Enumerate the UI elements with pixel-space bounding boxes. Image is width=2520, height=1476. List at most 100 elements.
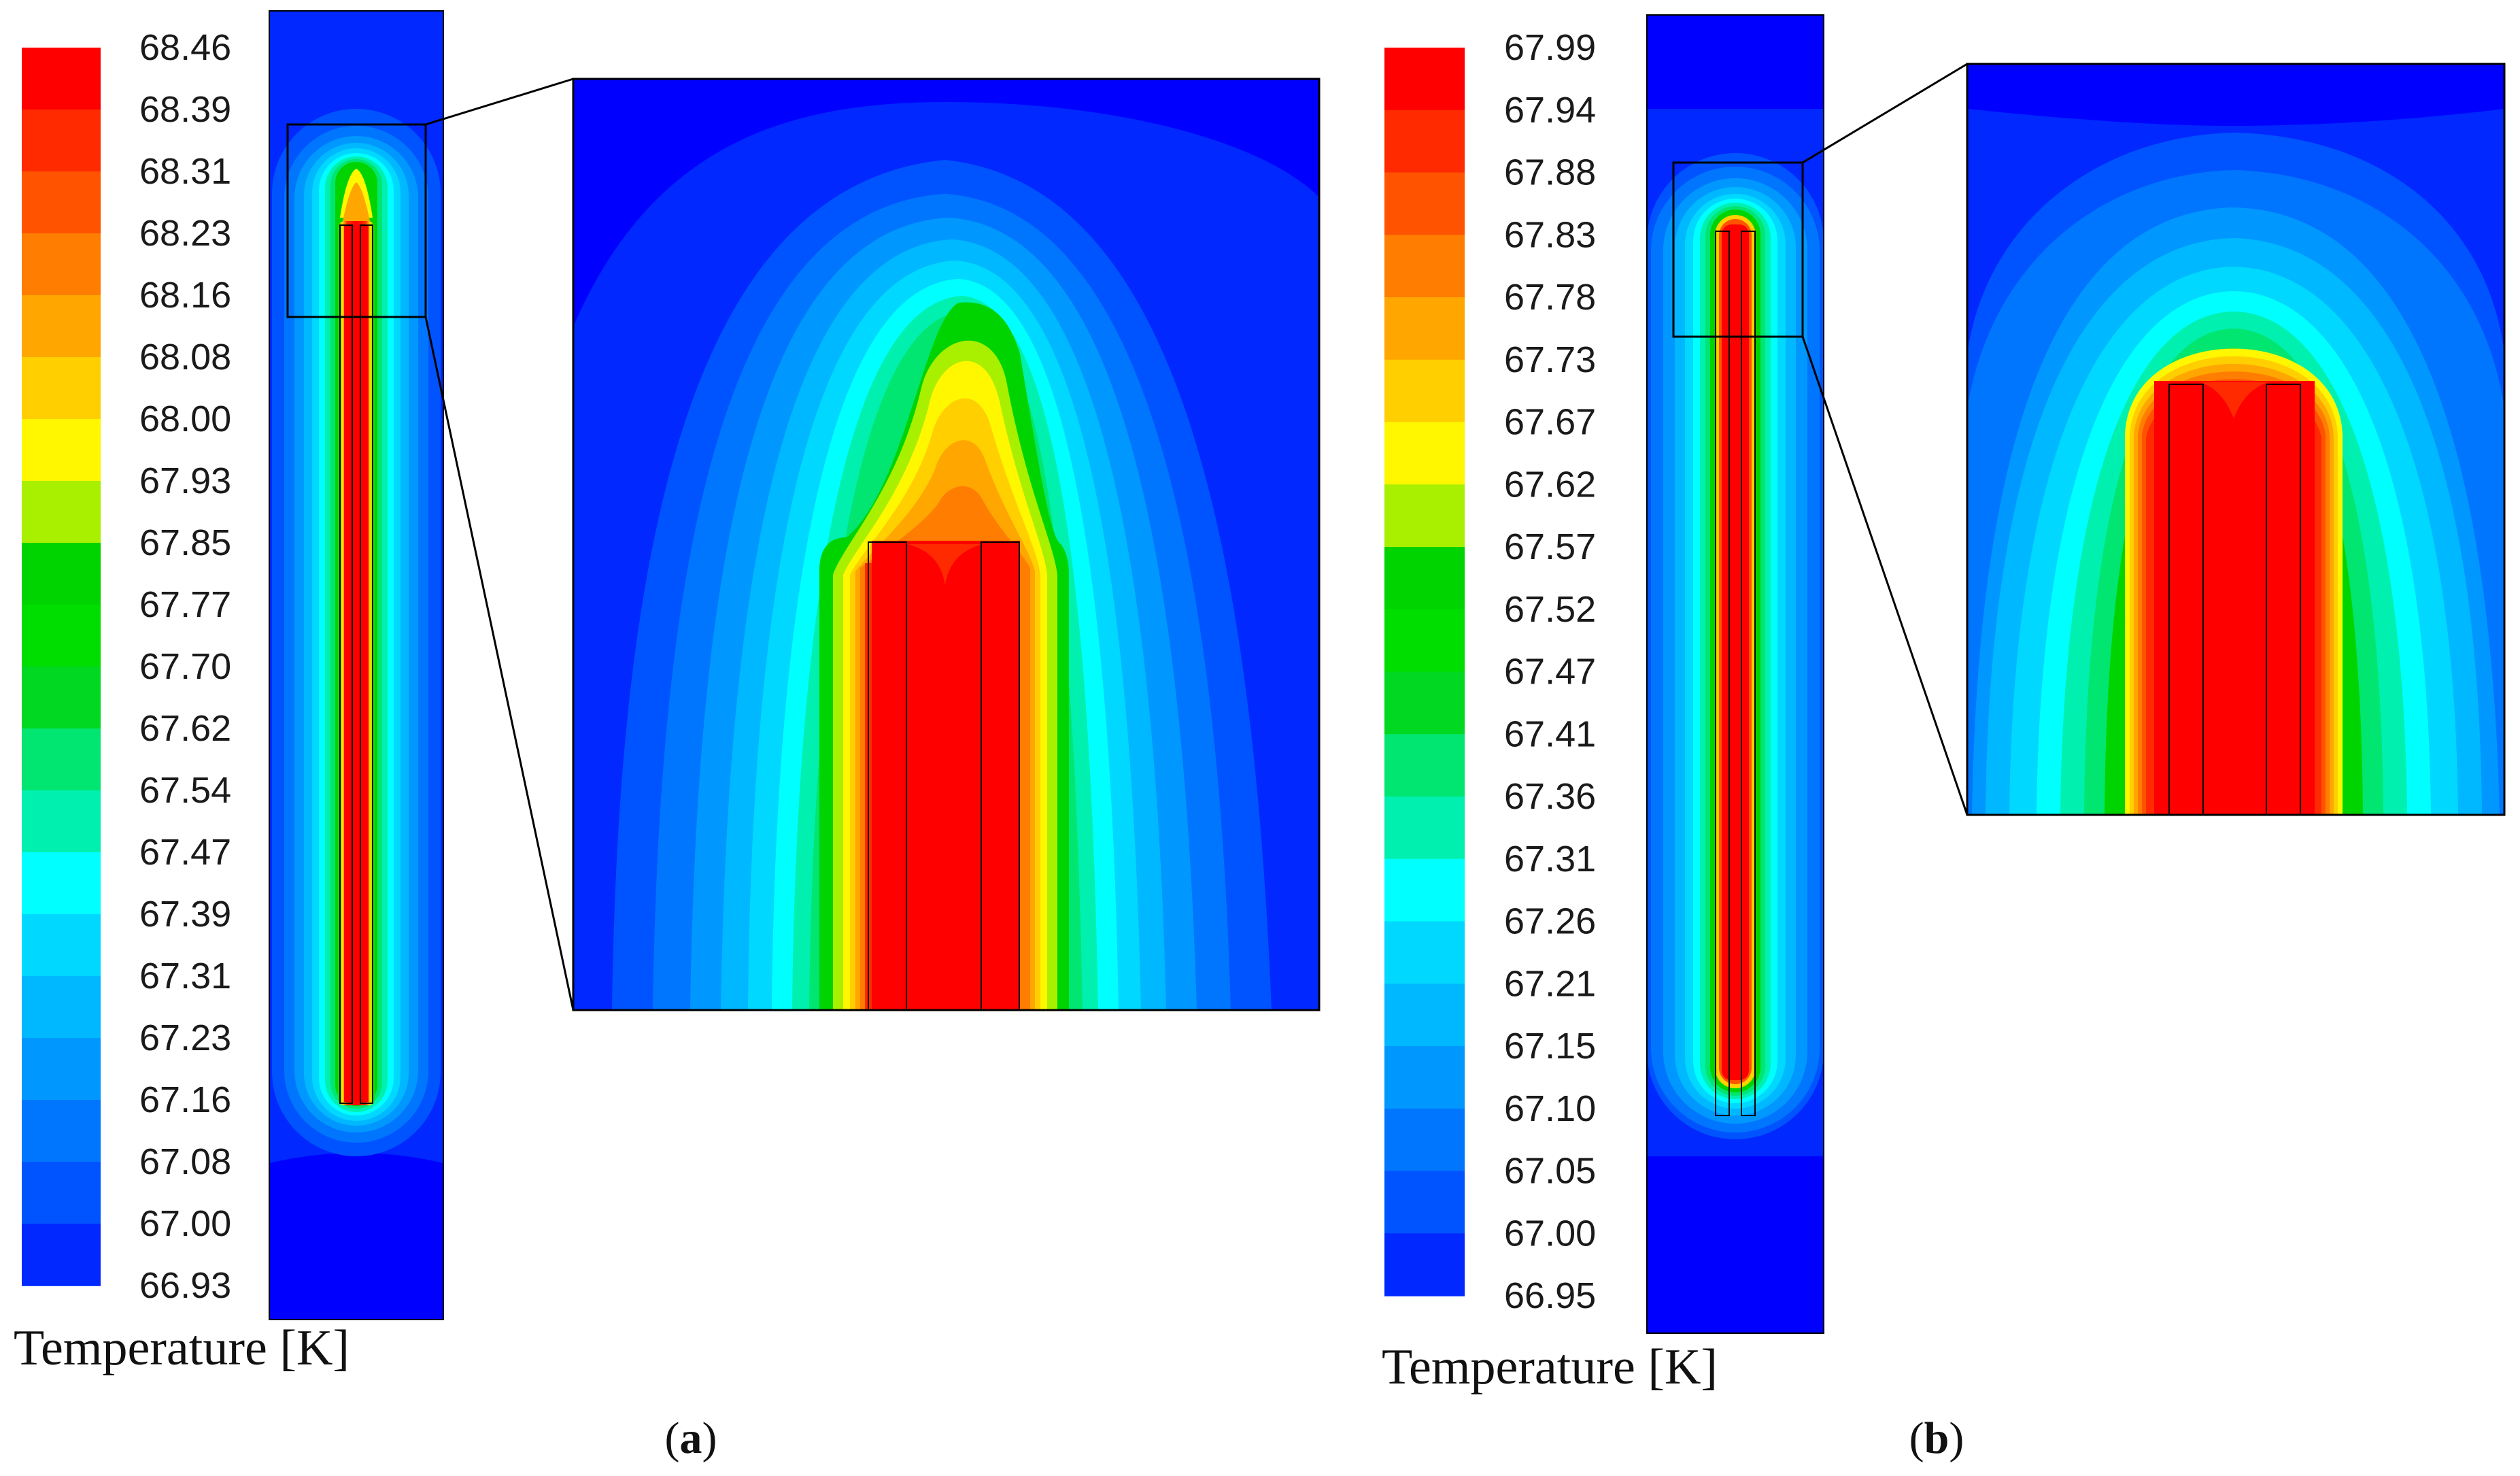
colorbar-tick-label: 67.52 (1504, 589, 1596, 630)
panel-letter-b: b (1924, 1413, 1949, 1463)
colorbar-swatch (22, 1224, 101, 1286)
colorbar-swatch (22, 419, 101, 482)
zoom-box-b (1672, 161, 1804, 338)
colorbar-tick-label: 68.08 (139, 337, 231, 378)
colorbar-tick-label: 67.26 (1504, 901, 1596, 942)
colorbar-swatch (22, 171, 101, 234)
colorbar-swatch (1384, 484, 1465, 548)
colorbar-swatch (1384, 921, 1465, 985)
colorbar-tick-label: 67.94 (1504, 90, 1596, 131)
contour-plot-a (269, 11, 443, 1320)
colorbar-swatch (22, 605, 101, 667)
colorbar-swatch (22, 357, 101, 420)
panel-b: 67.99 67.94 67.88 67.83 67.78 67.73 67.67 67.62… (1382, 14, 2506, 1463)
colorbar-tick-label: 67.62 (139, 708, 231, 749)
colorbar-tick-label: 67.08 (139, 1141, 231, 1182)
colorbar-tick-label: 67.99 (1504, 27, 1596, 68)
colorbar-swatch (22, 1162, 101, 1224)
colorbar-tick-label: 67.85 (139, 522, 231, 563)
colorbar-title-b: Temperature [K] (1382, 1339, 1718, 1395)
colorbar-swatch (1384, 796, 1465, 860)
colorbar-tick-label: 68.31 (139, 151, 231, 192)
colorbar-swatch (1384, 359, 1465, 423)
zoom-box-a (286, 123, 427, 318)
panel-a: 68.46 68.39 68.31 68.23 68.16 68.08 68.00 67.93… (14, 10, 1321, 1463)
colorbar-swatch (22, 790, 101, 853)
colorbar-swatch (1384, 172, 1465, 236)
colorbar-swatch (1384, 1108, 1465, 1172)
colorbar-swatch (22, 852, 101, 915)
colorbar-swatch (1384, 858, 1465, 922)
colorbar-swatch (1384, 609, 1465, 673)
leader-line-b-bottom (1801, 336, 1969, 816)
leader-line-b-top (1802, 63, 1968, 164)
colorbar-tick-label: 67.41 (1504, 714, 1596, 754)
colorbar-swatch (22, 110, 101, 172)
colorbar-swatch (1384, 1171, 1465, 1235)
colorbar-swatch (22, 1038, 101, 1101)
colorbar-tick-label: 67.73 (1504, 339, 1596, 380)
colorbar-tick-label: 67.10 (1504, 1088, 1596, 1129)
colorbar-swatch (1384, 1046, 1465, 1109)
colorbar-swatch (1384, 422, 1465, 486)
colorbar-tick-label: 67.83 (1504, 214, 1596, 255)
colorbar-swatch (22, 295, 101, 358)
colorbar-swatch (22, 48, 101, 110)
colorbar-tick-label: 67.78 (1504, 277, 1596, 318)
colorbar-tick-label: 67.00 (1504, 1213, 1596, 1254)
colorbar-swatch (22, 914, 101, 977)
colorbar-swatch (22, 728, 101, 791)
colorbar-swatch (22, 976, 101, 1039)
colorbar-swatch (1384, 48, 1465, 111)
colorbar-tick-label: 67.31 (139, 956, 231, 996)
colorbar-tick-label: 66.93 (139, 1265, 231, 1306)
colorbar-swatch (22, 1100, 101, 1162)
colorbar-swatch (1384, 235, 1465, 298)
colorbar-tick-label: 67.93 (139, 460, 231, 501)
colorbar-tick-label: 67.62 (1504, 464, 1596, 505)
colorbar-tick-label: 68.16 (139, 275, 231, 316)
colorbar-tick-label: 67.57 (1504, 526, 1596, 567)
colorbar-swatch (22, 667, 101, 729)
contour-plot-b (1647, 15, 1824, 1333)
colorbar-tick-label: 68.23 (139, 213, 231, 254)
colorbar-swatch (22, 233, 101, 296)
colorbar-tick-label: 68.46 (139, 27, 231, 68)
colorbar-tick-label: 67.67 (1504, 402, 1596, 443)
colorbar-b: 67.99 67.94 67.88 67.83 67.78 67.73 67.67 67.62… (1382, 27, 1718, 1395)
colorbar-swatch (1384, 671, 1465, 735)
colorbar-tick-label: 67.16 (139, 1079, 231, 1120)
colorbar-a: 68.46 68.39 68.31 68.23 68.16 68.08 68.00 67.93… (14, 27, 350, 1376)
leader-line-a-bottom (424, 316, 575, 1011)
colorbar-swatch (1384, 1233, 1465, 1296)
zoom-inset-b (1967, 64, 2504, 815)
colorbar-tick-label: 67.21 (1504, 963, 1596, 1004)
colorbar-tick-label: 67.15 (1504, 1026, 1596, 1067)
colorbar-tick-label: 67.00 (139, 1203, 231, 1244)
colorbar-swatch (1384, 984, 1465, 1047)
colorbar-tick-label: 68.39 (139, 89, 231, 130)
colorbar-tick-label: 67.23 (139, 1018, 231, 1058)
leader-line-a-top (425, 78, 574, 126)
panel-letter-a: a (680, 1413, 702, 1463)
colorbar-tick-label: 67.47 (139, 832, 231, 873)
colorbar-swatch (1384, 110, 1465, 173)
colorbar-tick-label: 67.05 (1504, 1151, 1596, 1192)
panel-label-b: (b) (1909, 1413, 1964, 1463)
colorbar-title-a: Temperature [K] (14, 1320, 350, 1376)
colorbar-tick-label: 67.54 (139, 770, 231, 811)
colorbar-swatch (1384, 297, 1465, 360)
colorbar-tick-label: 68.00 (139, 399, 231, 439)
colorbar-tick-label: 67.88 (1504, 152, 1596, 193)
colorbar-swatch (22, 481, 101, 543)
colorbar-tick-label: 67.39 (139, 894, 231, 935)
colorbar-tick-label: 67.70 (139, 646, 231, 687)
colorbar-tick-label: 67.47 (1504, 652, 1596, 692)
panel-label-a: (a) (665, 1413, 717, 1463)
colorbar-swatch (1384, 547, 1465, 610)
colorbar-tick-label: 67.36 (1504, 776, 1596, 817)
colorbar-tick-label: 67.31 (1504, 839, 1596, 879)
colorbar-tick-label: 66.95 (1504, 1275, 1596, 1316)
colorbar-swatch (1384, 734, 1465, 797)
